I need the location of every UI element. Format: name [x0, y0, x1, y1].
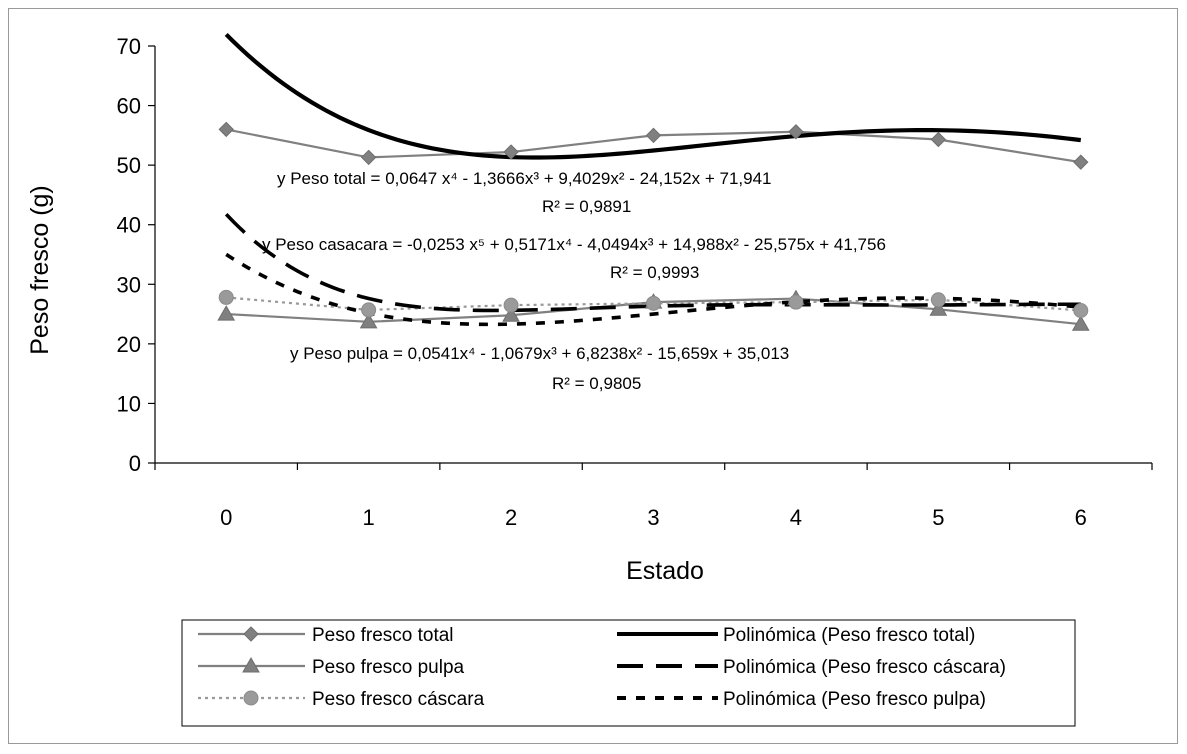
legend-label: Peso fresco pulpa — [312, 657, 465, 678]
data-point-triangle — [217, 305, 236, 321]
data-point-circle — [218, 289, 234, 305]
equation-total: y Peso total = 0,0647 x⁴ - 1,3666x³ + 9,… — [277, 169, 772, 188]
x-tick-label: 4 — [790, 505, 802, 530]
data-point-diamond — [503, 144, 519, 160]
data-point-diamond — [645, 127, 662, 144]
axes: 0 10 20 30 40 50 60 70 0 1 2 3 4 5 6 — [117, 34, 1153, 530]
y-tick-label: 50 — [117, 153, 141, 178]
equation-pulpa: y Peso pulpa = 0,0541x⁴ - 1,0679x³ + 6,8… — [290, 344, 789, 363]
data-point-triangle — [1071, 315, 1090, 331]
x-axis-title: Estado — [626, 557, 704, 585]
data-point-circle — [646, 295, 661, 311]
legend-marker-diamond — [243, 626, 259, 642]
data-point-triangle — [929, 300, 948, 316]
data-point-circle — [788, 294, 804, 310]
trendline-0 — [224, 32, 1082, 160]
data-point-circle — [361, 302, 377, 318]
equation-cascara: y Peso casacara = -0,0253 x⁵ + 0,5171x⁴ … — [262, 235, 886, 254]
data-point-diamond — [360, 149, 377, 166]
data-point-triangle — [359, 312, 378, 329]
y-axis-title: Peso fresco (g) — [26, 185, 54, 355]
data-point-diamond — [930, 131, 947, 148]
axis-titles: Estado Peso fresco (g) — [26, 185, 704, 585]
y-tick-label: 60 — [117, 94, 141, 119]
r2-total: R² = 0,9891 — [542, 197, 631, 216]
legend-label: Polinómica (Peso fresco cáscara) — [723, 657, 1006, 678]
x-tick-label: 1 — [363, 505, 375, 530]
y-tick-label: 40 — [117, 213, 141, 238]
x-tick-label: 2 — [505, 505, 517, 530]
legend-label: Peso fresco total — [312, 625, 454, 646]
r2-cascara: R² = 0,9993 — [610, 263, 699, 282]
y-tick-label: 10 — [117, 391, 141, 416]
y-tick-label: 20 — [117, 332, 141, 357]
y-tick-label: 0 — [129, 451, 141, 476]
data-point-circle — [930, 292, 946, 308]
data-point-circle — [503, 297, 519, 313]
x-tick-label: 3 — [647, 505, 659, 530]
x-tick-label: 5 — [932, 505, 944, 530]
y-tick-label: 70 — [117, 34, 141, 59]
legend-label: Polinómica (Peso fresco pulpa) — [723, 689, 986, 710]
y-tick-label: 30 — [117, 272, 141, 297]
r2-pulpa: R² = 0,9805 — [552, 374, 641, 393]
legend-box — [181, 619, 1076, 727]
annotations: y Peso total = 0,0647 x⁴ - 1,3666x³ + 9,… — [262, 169, 886, 393]
legend-label: Polinómica (Peso fresco total) — [723, 625, 975, 646]
legend-label: Peso fresco cáscara — [312, 689, 485, 710]
plot-area — [217, 32, 1090, 331]
data-point-diamond — [788, 124, 804, 140]
data-point-diamond — [1073, 154, 1089, 170]
x-tick-label: 6 — [1075, 505, 1087, 530]
legend-marker-triangle — [242, 656, 260, 673]
data-point-circle — [1073, 302, 1089, 318]
data-point-triangle — [502, 306, 520, 322]
legend: Peso fresco total Peso fresco pulpa Peso f… — [181, 619, 1076, 727]
x-tick-label: 0 — [220, 505, 232, 530]
legend-marker-circle — [243, 690, 259, 706]
data-point-diamond — [218, 121, 234, 138]
